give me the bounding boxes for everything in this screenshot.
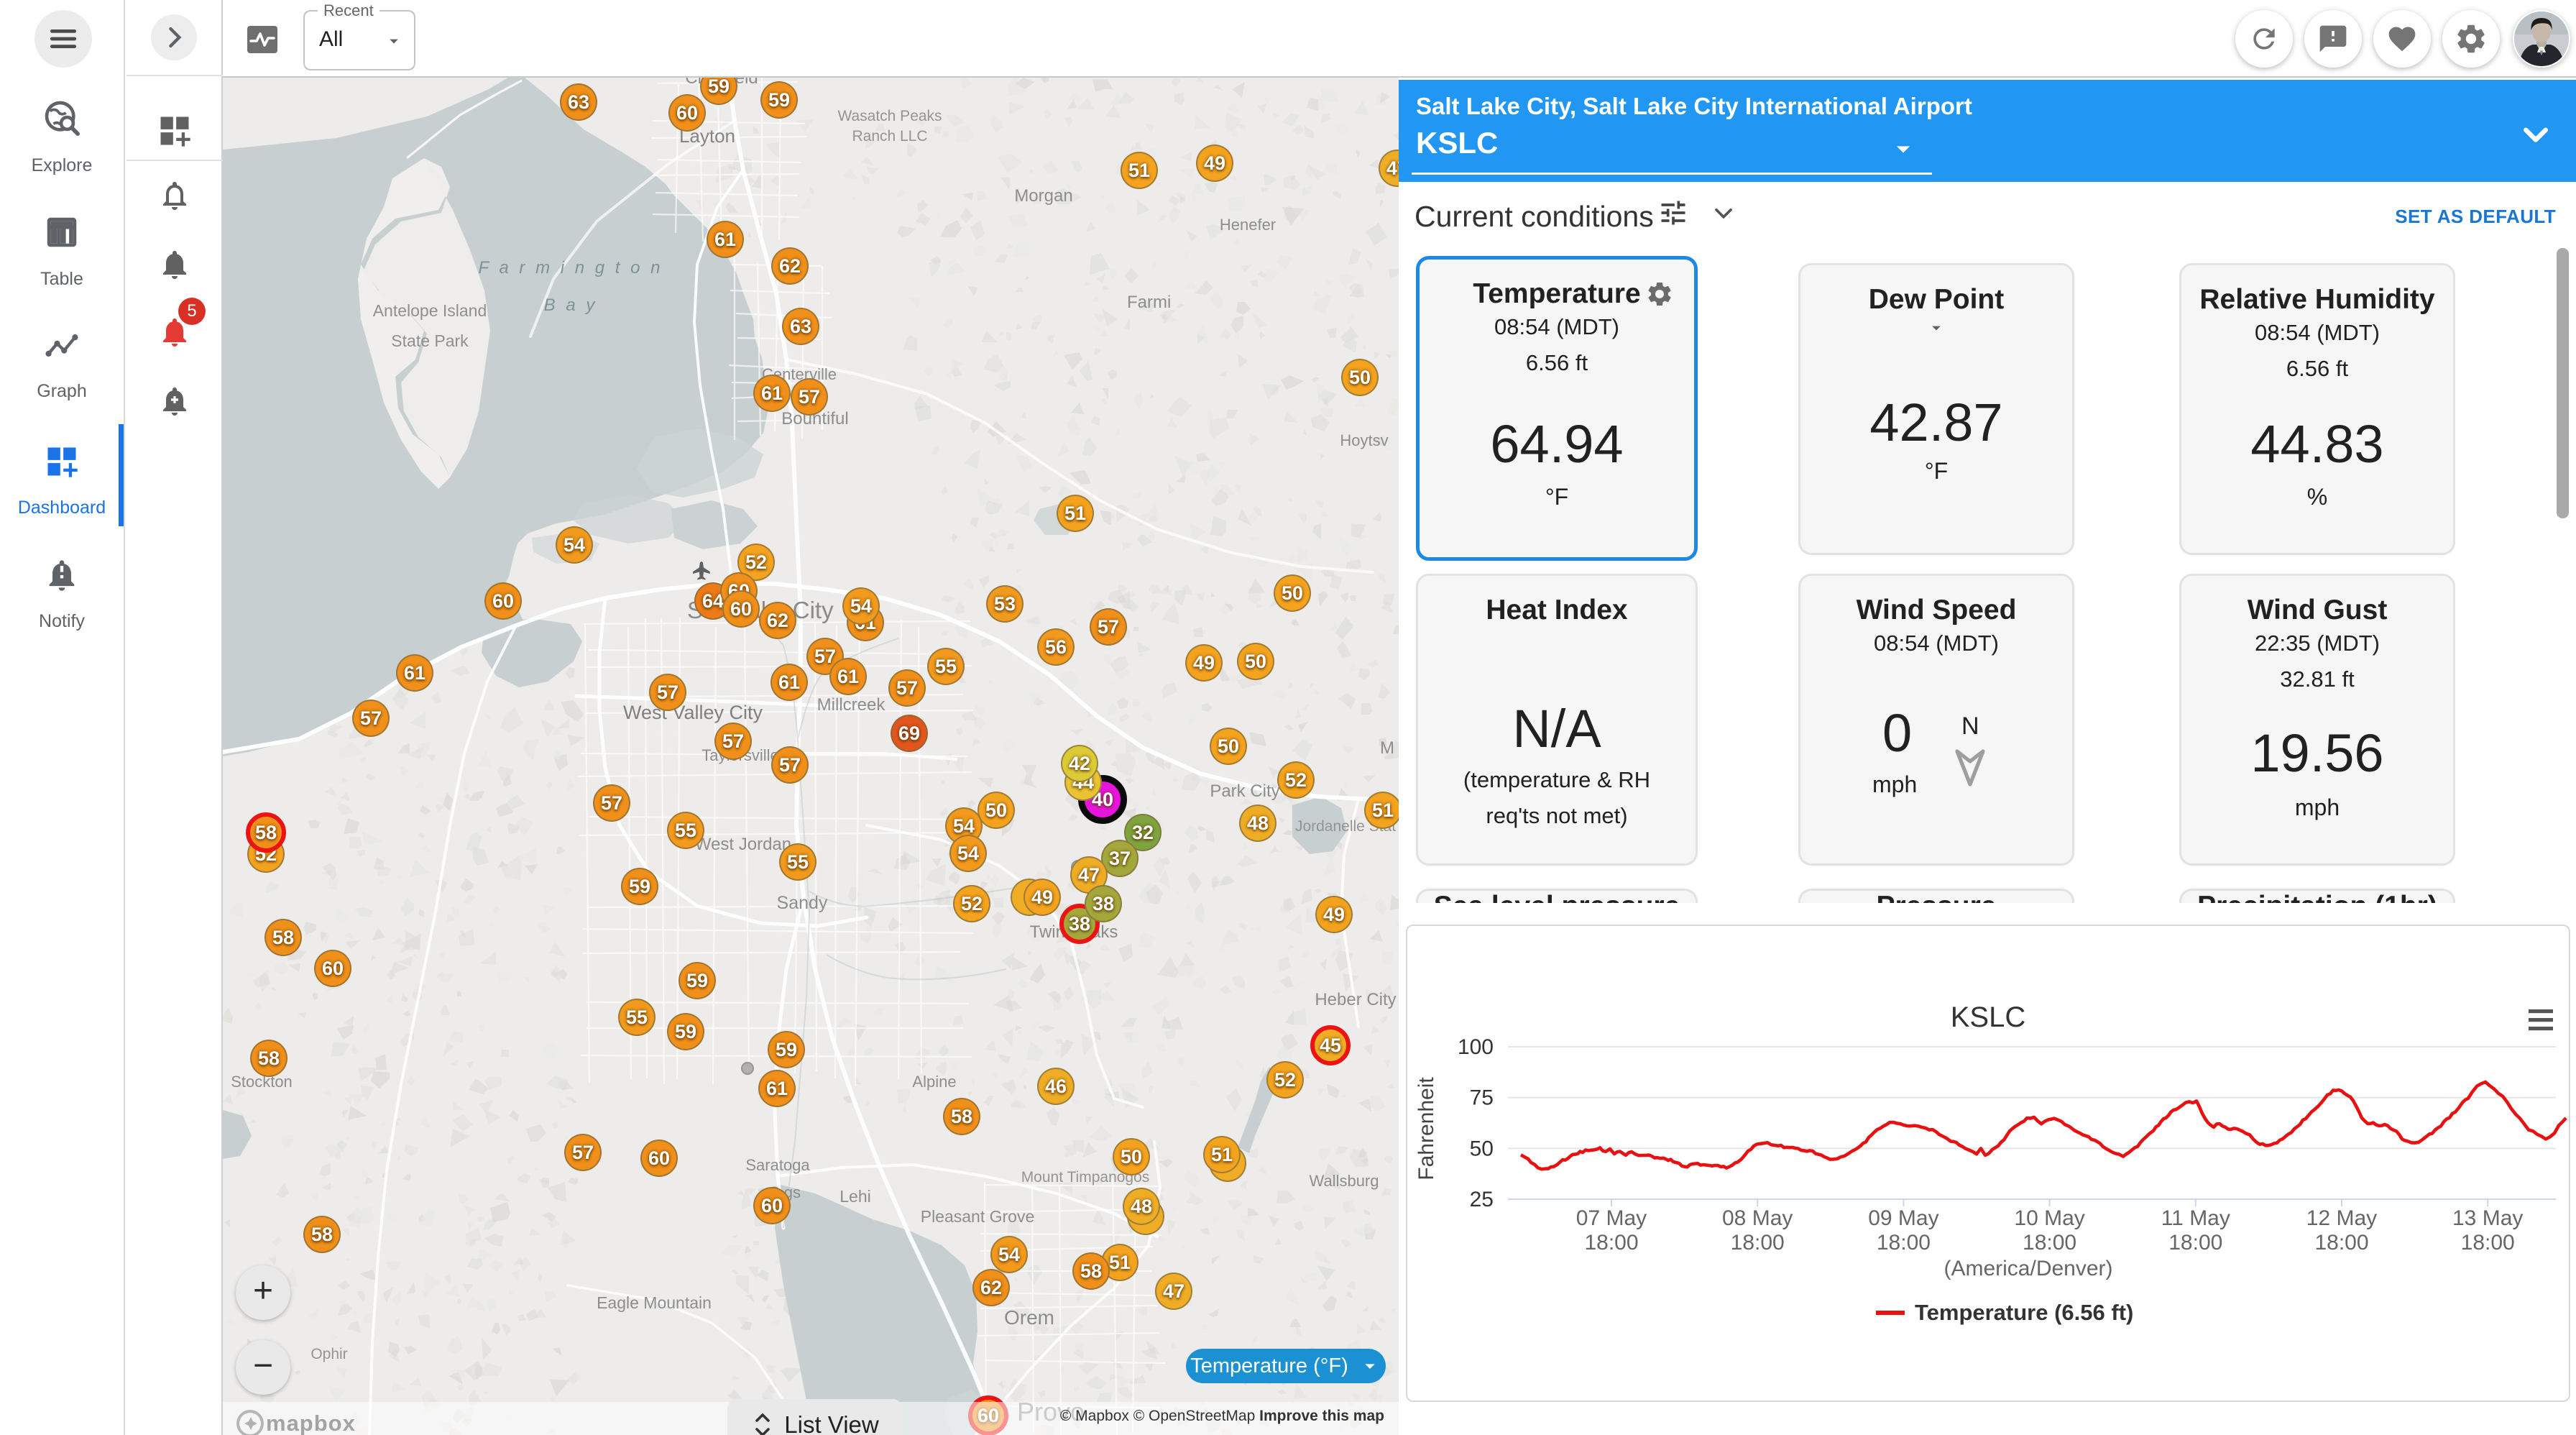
svg-text:Alpine: Alpine xyxy=(912,1073,956,1091)
svg-text:KSLC: KSLC xyxy=(1951,1001,2026,1033)
svg-text:Millcreek: Millcreek xyxy=(817,695,886,715)
svg-text:Morgan: Morgan xyxy=(1014,186,1072,206)
svg-text:Temperature (6.56 ft): Temperature (6.56 ft) xyxy=(1915,1300,2133,1325)
svg-text:18:00: 18:00 xyxy=(2461,1231,2515,1255)
svg-text:Eagle Mountain: Eagle Mountain xyxy=(597,1293,712,1312)
svg-text:State Park: State Park xyxy=(391,331,469,350)
svg-text:West Valley City: West Valley City xyxy=(623,702,763,723)
svg-text:Pleasant Grove: Pleasant Grove xyxy=(921,1207,1035,1226)
svg-text:18:00: 18:00 xyxy=(1584,1231,1638,1255)
svg-text:Orem: Orem xyxy=(1004,1306,1054,1329)
svg-text:07 May: 07 May xyxy=(1576,1206,1647,1230)
svg-text:West Jordan: West Jordan xyxy=(695,835,791,854)
svg-text:Sandy: Sandy xyxy=(777,893,828,913)
svg-text:Wallsburg: Wallsburg xyxy=(1310,1172,1379,1190)
svg-text:10 May: 10 May xyxy=(2014,1206,2084,1230)
svg-text:F a r m i n g t o n: F a r m i n g t o n xyxy=(479,258,663,278)
svg-text:M: M xyxy=(1380,738,1394,758)
svg-text:18:00: 18:00 xyxy=(1731,1231,1785,1255)
svg-text:50: 50 xyxy=(1470,1137,1494,1160)
svg-text:Mount Timpanogos: Mount Timpanogos xyxy=(1021,1169,1150,1186)
svg-text:13 May: 13 May xyxy=(2452,1206,2523,1230)
svg-text:Fahrenheit: Fahrenheit xyxy=(1414,1077,1438,1180)
svg-text:100: 100 xyxy=(1458,1035,1494,1059)
svg-text:Wasatch Peaks: Wasatch Peaks xyxy=(837,108,942,124)
svg-text:18:00: 18:00 xyxy=(2314,1231,2368,1255)
svg-text:B a y: B a y xyxy=(544,295,598,315)
svg-text:75: 75 xyxy=(1470,1086,1494,1110)
svg-text:11 May: 11 May xyxy=(2161,1206,2230,1230)
svg-text:Park City: Park City xyxy=(1210,781,1279,801)
svg-text:Hoytsv: Hoytsv xyxy=(1340,431,1388,449)
svg-text:Saratoga: Saratoga xyxy=(745,1156,810,1174)
svg-text:Farmi: Farmi xyxy=(1127,293,1171,312)
svg-text:12 May: 12 May xyxy=(2306,1206,2377,1230)
svg-text:Lehi: Lehi xyxy=(840,1187,870,1206)
svg-text:18:00: 18:00 xyxy=(1877,1231,1931,1255)
svg-text:Ophir: Ophir xyxy=(310,1346,347,1362)
svg-text:mapbox: mapbox xyxy=(266,1411,356,1435)
svg-text:18:00: 18:00 xyxy=(2023,1231,2076,1255)
svg-text:18:00: 18:00 xyxy=(2168,1231,2222,1255)
svg-text:Antelope Island: Antelope Island xyxy=(373,301,487,320)
svg-text:Henefer: Henefer xyxy=(1220,216,1276,234)
svg-text:(America/Denver): (America/Denver) xyxy=(1944,1257,2112,1280)
svg-text:Ranch LLC: Ranch LLC xyxy=(852,128,927,145)
svg-text:09 May: 09 May xyxy=(1868,1206,1938,1230)
svg-text:08 May: 08 May xyxy=(1722,1206,1793,1230)
svg-text:25: 25 xyxy=(1470,1188,1494,1211)
svg-text:Heber City: Heber City xyxy=(1315,990,1396,1009)
